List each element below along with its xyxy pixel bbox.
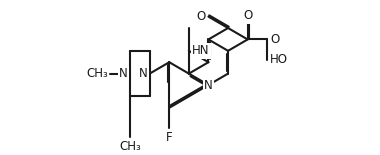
Text: O: O (243, 9, 252, 22)
Text: CH₃: CH₃ (86, 67, 108, 80)
Text: HN: HN (192, 44, 210, 57)
Text: O: O (270, 33, 279, 46)
Text: N: N (204, 78, 213, 91)
Text: N: N (119, 67, 128, 80)
Text: F: F (166, 131, 173, 144)
Text: CH₃: CH₃ (119, 140, 141, 153)
Text: O: O (196, 10, 206, 23)
Text: N: N (139, 67, 147, 80)
Text: HO: HO (270, 53, 288, 66)
